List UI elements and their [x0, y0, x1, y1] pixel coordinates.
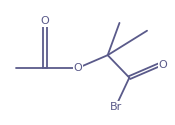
Text: O: O [159, 60, 168, 70]
Text: O: O [74, 63, 83, 73]
Text: O: O [40, 16, 49, 26]
Text: Br: Br [109, 102, 122, 112]
